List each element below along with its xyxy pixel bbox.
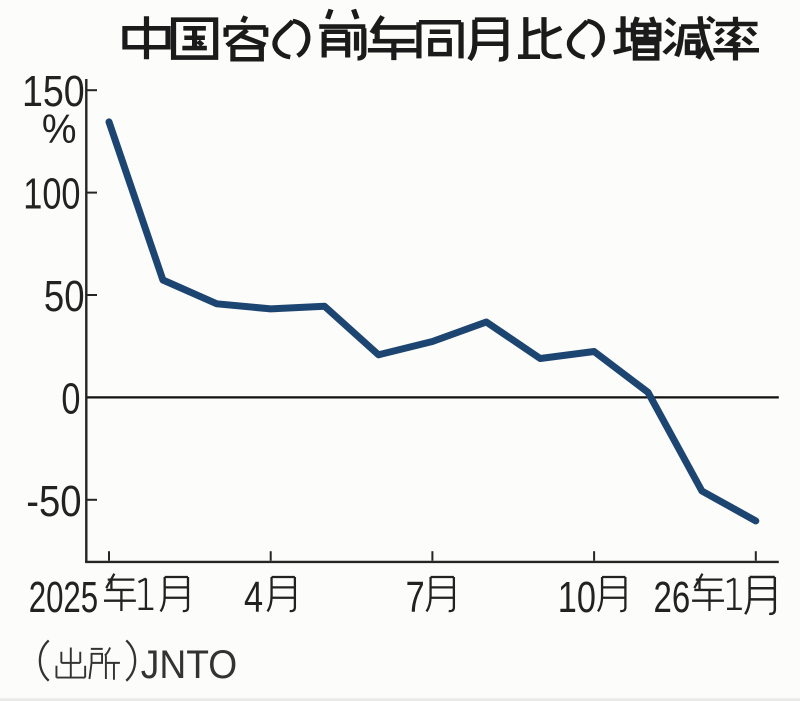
svg-text:4: 4	[244, 573, 263, 622]
svg-text:0: 0	[61, 374, 80, 423]
svg-text:JNTO: JNTO	[141, 643, 237, 688]
svg-text:2025: 2025	[29, 573, 98, 623]
svg-text:%: %	[42, 107, 77, 152]
svg-text:100: 100	[23, 170, 80, 219]
svg-text:-50: -50	[26, 476, 81, 525]
svg-text:50: 50	[44, 271, 85, 321]
svg-text:26: 26	[654, 574, 691, 623]
svg-text:10: 10	[558, 573, 596, 622]
svg-text:150: 150	[22, 66, 85, 115]
svg-text:7: 7	[406, 573, 425, 622]
